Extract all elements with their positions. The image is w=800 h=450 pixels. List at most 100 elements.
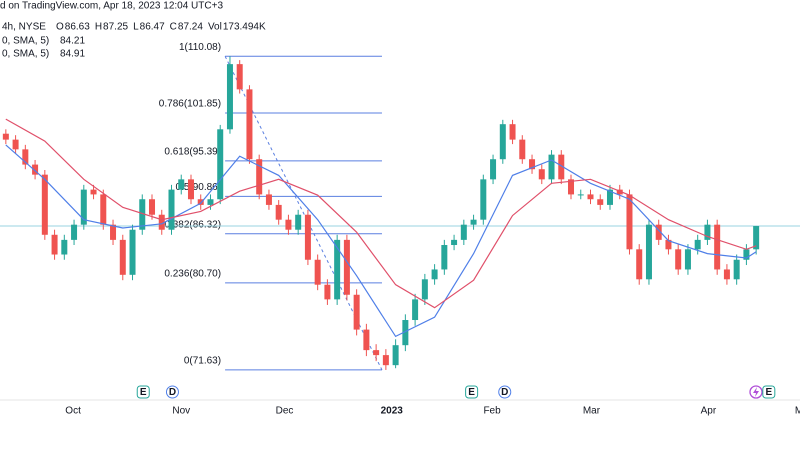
x-tick-label: Feb (483, 406, 501, 417)
candle-body (714, 224, 721, 270)
candle-body (704, 224, 711, 240)
candle-body (265, 194, 272, 205)
candle-body (22, 149, 29, 165)
candle-body (519, 139, 526, 160)
candle-body (304, 214, 311, 260)
sma-line (5, 144, 757, 338)
lightning-icon (749, 385, 763, 399)
candle-body (168, 189, 175, 230)
candle-body (100, 194, 107, 225)
event-label: E (765, 387, 772, 398)
candle-body (236, 64, 243, 90)
fib-label: 0.236(80.70) (164, 269, 221, 280)
candle-body (733, 259, 740, 280)
candle-body (636, 249, 643, 280)
candle-body (158, 214, 165, 230)
candle-body (441, 245, 448, 270)
candle-body (246, 89, 253, 160)
candle-body (684, 249, 691, 270)
candle-body (217, 129, 224, 200)
candle-body (207, 199, 214, 205)
event-label: D (169, 387, 176, 398)
candle-body (149, 199, 156, 215)
candle-body (12, 139, 19, 150)
candle-body (314, 259, 321, 285)
candle-body (90, 189, 97, 195)
quote-label: Vol (208, 22, 222, 33)
candle-body (51, 234, 58, 255)
candle-body (71, 224, 78, 240)
fib-label: 0.382(86.32) (164, 219, 221, 230)
x-tick-label: M (795, 406, 800, 417)
event-label: D (501, 387, 508, 398)
candle-body (110, 224, 117, 240)
candle-body (616, 189, 623, 195)
event-label: E (140, 387, 147, 398)
candle-body (529, 159, 536, 170)
candle-body (451, 239, 458, 246)
candle-body (285, 219, 292, 230)
event-badge (498, 385, 512, 399)
event-badge (762, 385, 776, 399)
candle-body (587, 194, 594, 200)
candle-body (490, 159, 497, 180)
candle-body (295, 214, 302, 230)
sma-value: 84.21 (60, 36, 85, 47)
fib-trend (224, 56, 383, 371)
candle-body (119, 239, 126, 275)
candle-body (80, 189, 87, 225)
x-tick-label: Dec (276, 406, 294, 417)
candle-body (32, 164, 39, 175)
symbol: 4h, NYSE (2, 22, 46, 33)
candle-body (723, 269, 730, 280)
candle-body (743, 249, 750, 260)
candle-body (363, 329, 370, 351)
candle-body (392, 345, 399, 366)
fib-label: 1(110.08) (179, 42, 221, 53)
candle-body (178, 179, 185, 190)
candle-body (139, 199, 146, 230)
x-tick-label: Nov (172, 406, 190, 417)
x-tick-label: Mar (583, 406, 601, 417)
candle-body (343, 239, 350, 295)
fib-label: 0.5(90.86) (175, 182, 221, 193)
candle-body (548, 154, 555, 180)
sma-name: 0, SMA, 5) (2, 36, 49, 47)
candle-body (129, 229, 136, 275)
candle-body (256, 159, 263, 195)
candle-body (197, 199, 204, 205)
quote-value: 173.494K (223, 22, 266, 33)
x-tick-label: 2023 (381, 406, 404, 417)
candle-body (431, 269, 438, 280)
candle-body (334, 239, 341, 300)
fib-label: 0.618(95.39) (164, 146, 221, 157)
quote-label: C (170, 22, 177, 33)
quote-value: 86.47 (140, 22, 165, 33)
event-label: E (468, 387, 475, 398)
event-badge (165, 385, 179, 399)
candle-body (275, 204, 282, 220)
sma-value: 84.91 (60, 49, 85, 60)
candle-body (421, 279, 428, 300)
candle-body (499, 124, 506, 160)
candle-body (606, 189, 613, 205)
published-note: d on TradingView.com, Apr 18, 2023 12:04… (0, 1, 223, 12)
quote-label: O (56, 22, 64, 33)
sma-line (5, 118, 757, 309)
candle-body (509, 124, 516, 140)
candle-body (538, 169, 545, 180)
event-badge (465, 385, 479, 399)
candle-body (2, 133, 9, 140)
candle-body (324, 284, 331, 300)
candle-body (558, 154, 565, 180)
candle-body (645, 224, 652, 280)
candle-body (470, 219, 477, 225)
quote-label: H (95, 22, 102, 33)
candle-body (577, 194, 584, 196)
candle-body (753, 226, 760, 250)
candle-body (626, 194, 633, 250)
candle-body (187, 179, 194, 200)
event-badge (136, 385, 150, 399)
